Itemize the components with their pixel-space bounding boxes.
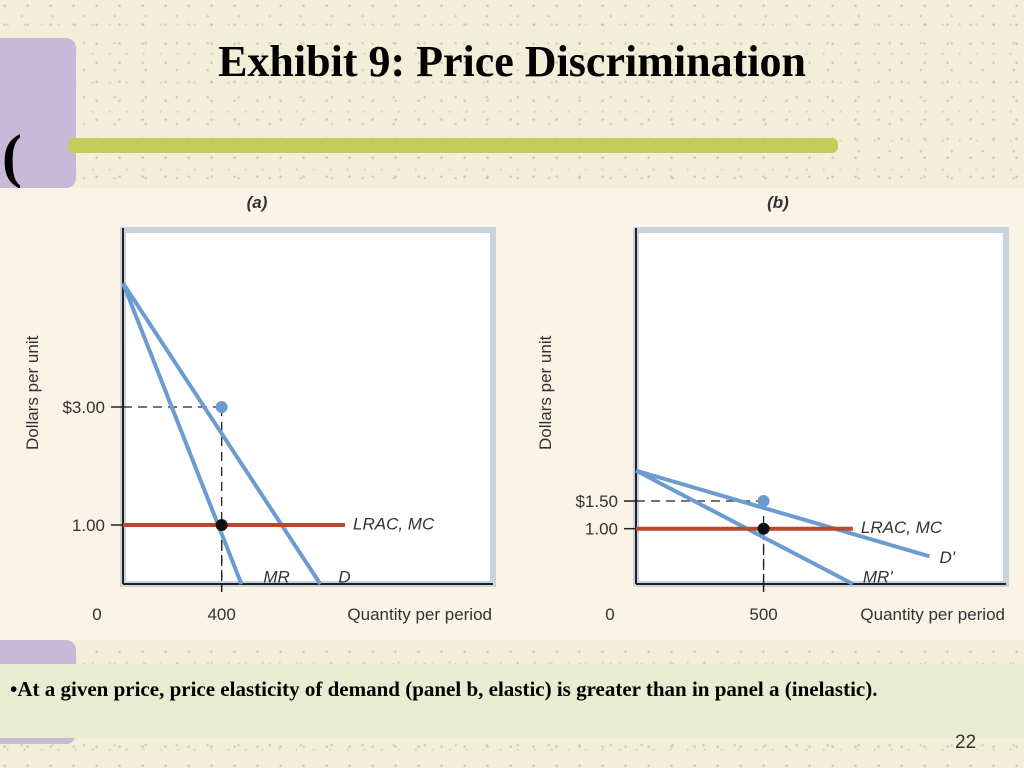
panel-b-series-label-d: D' bbox=[939, 548, 955, 567]
panel-a-series-label-d: D bbox=[338, 567, 350, 586]
figure-panel: (a) Dollars per unit Quantity per period 0 4… bbox=[0, 188, 1024, 640]
panel-a-y-tick-label-3-00: $3.00 bbox=[62, 398, 105, 417]
panel-a-y-axis-label: Dollars per unit bbox=[23, 335, 42, 450]
panel-a-label: (a) bbox=[247, 193, 268, 212]
panel-b-x-tick-label-500: 500 bbox=[749, 605, 777, 624]
panel-b-point-quantity bbox=[757, 522, 770, 535]
panel-b-y-axis-label: Dollars per unit bbox=[536, 335, 555, 450]
panel-b-series-label-lrac-mc: LRAC, MC bbox=[861, 518, 943, 537]
title-underline bbox=[68, 138, 838, 153]
panel-b-plot-area bbox=[633, 227, 1009, 587]
panel-a-series-label-lrac-mc: LRAC, MC bbox=[353, 514, 435, 533]
caption-box: •At a given price, price elasticity of d… bbox=[0, 664, 1024, 738]
panel-a-point-quantity bbox=[215, 519, 228, 531]
panel-a-series-label-mr: MR bbox=[263, 567, 289, 586]
panel-a-x-tick-label-400: 400 bbox=[207, 605, 235, 624]
panel-b-label: (b) bbox=[767, 193, 789, 212]
page-number: 22 bbox=[955, 732, 977, 753]
panel-b-y-tick-label-1-50: $1.50 bbox=[575, 492, 618, 511]
panel-a-plot-area bbox=[120, 227, 496, 587]
panel-b-x-tick-label-0: 0 bbox=[605, 605, 614, 624]
caption-bullet: •At a given price, price elasticity of d… bbox=[10, 677, 878, 701]
panel-a-series-mr bbox=[121, 282, 244, 585]
panel-b-point-price bbox=[757, 495, 770, 508]
panel-b-x-axis-label: Quantity per period bbox=[860, 605, 1005, 624]
panel-a-point-price bbox=[215, 401, 228, 413]
panel-b-series-d bbox=[635, 468, 931, 559]
decorative-bar-top bbox=[0, 38, 76, 188]
panel-b-y-tick-label-1-00: 1.00 bbox=[585, 520, 618, 539]
charts-svg: (a) Dollars per unit Quantity per period 0 4… bbox=[23, 193, 1009, 624]
panel-a-x-axis-label: Quantity per period bbox=[347, 605, 492, 624]
panel-a-y-tick-label-1-00: 1.00 bbox=[72, 516, 105, 535]
slide-title: Exhibit 9: Price Discrimination bbox=[218, 37, 806, 86]
panel-a-series-d bbox=[121, 282, 323, 586]
panel-a-x-tick-label-0: 0 bbox=[92, 605, 101, 624]
panel-b-series-label-mr: MR' bbox=[863, 567, 893, 586]
decorative-bracket-glyph: ( bbox=[2, 123, 22, 189]
